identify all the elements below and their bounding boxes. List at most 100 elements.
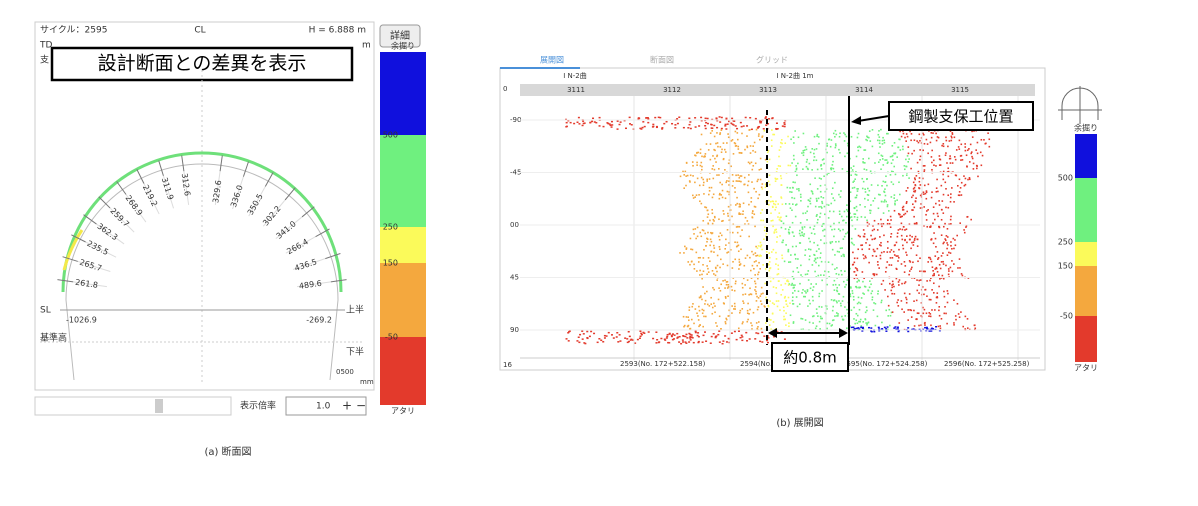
arc-value: 261.8 [75, 278, 99, 290]
point [886, 326, 889, 328]
zoom-box[interactable] [285, 396, 367, 416]
point [860, 325, 863, 327]
point [905, 301, 908, 304]
point [902, 130, 904, 132]
banner: 設計断面との差異を表示 [98, 53, 307, 75]
point [858, 301, 860, 304]
point [980, 164, 983, 167]
point [925, 138, 928, 141]
point [807, 168, 809, 171]
point [727, 215, 729, 217]
point [603, 337, 606, 339]
point [908, 177, 910, 179]
point [960, 194, 963, 196]
point [929, 141, 932, 144]
point [583, 342, 586, 344]
point [890, 196, 893, 198]
point [823, 228, 826, 231]
point [875, 273, 878, 276]
point [679, 252, 681, 254]
point [763, 238, 765, 241]
point [818, 305, 821, 308]
point [832, 167, 835, 170]
point [707, 271, 710, 273]
point [761, 136, 763, 138]
point [702, 229, 705, 232]
point [768, 261, 771, 263]
point [833, 279, 836, 282]
point [734, 145, 737, 147]
point [737, 250, 740, 253]
point [749, 293, 752, 295]
point [788, 261, 790, 263]
point [846, 327, 848, 330]
point [937, 215, 939, 218]
point [955, 318, 957, 321]
point [694, 181, 696, 184]
scrollbar[interactable] [34, 396, 232, 416]
point [742, 202, 745, 205]
point [943, 241, 945, 244]
point [712, 155, 714, 157]
point [942, 225, 945, 228]
point [906, 235, 908, 237]
point [688, 180, 691, 182]
point [872, 248, 875, 251]
radial-line [262, 199, 286, 227]
point [833, 235, 835, 238]
point [771, 219, 774, 222]
point [853, 328, 855, 330]
point [750, 197, 753, 199]
point [789, 207, 792, 209]
point [706, 117, 709, 120]
point [942, 263, 945, 265]
point [893, 285, 895, 288]
point [906, 135, 909, 138]
detail-button[interactable] [379, 24, 421, 48]
point [827, 204, 830, 206]
point [907, 319, 909, 321]
point [795, 296, 798, 298]
point [899, 228, 901, 230]
point [821, 317, 823, 320]
point [893, 165, 896, 168]
point [837, 228, 840, 230]
point [720, 151, 723, 154]
point [789, 261, 792, 263]
point [698, 305, 700, 308]
point [727, 283, 730, 286]
point [923, 193, 925, 196]
point [884, 159, 886, 161]
point [936, 296, 939, 299]
point [907, 330, 910, 333]
point [779, 165, 782, 167]
point [829, 241, 832, 244]
point [728, 180, 730, 183]
point [958, 316, 961, 318]
point [710, 303, 713, 305]
point [910, 133, 913, 135]
point [868, 244, 871, 247]
point [914, 189, 917, 192]
point [760, 186, 763, 189]
point [962, 325, 965, 328]
point [681, 339, 684, 341]
point [932, 222, 934, 225]
scroll-thumb[interactable] [155, 399, 163, 413]
label: (b) 展開図 [776, 417, 823, 429]
point [792, 322, 795, 324]
point [759, 212, 762, 214]
point [890, 264, 893, 266]
point [971, 155, 973, 158]
point [878, 142, 881, 145]
point [694, 196, 696, 198]
point [721, 148, 723, 151]
label: 0 [503, 85, 507, 93]
point [899, 193, 901, 196]
point [908, 238, 911, 241]
point [838, 210, 841, 213]
point [761, 341, 764, 343]
point [723, 148, 726, 151]
point [718, 341, 721, 343]
point [765, 235, 767, 238]
